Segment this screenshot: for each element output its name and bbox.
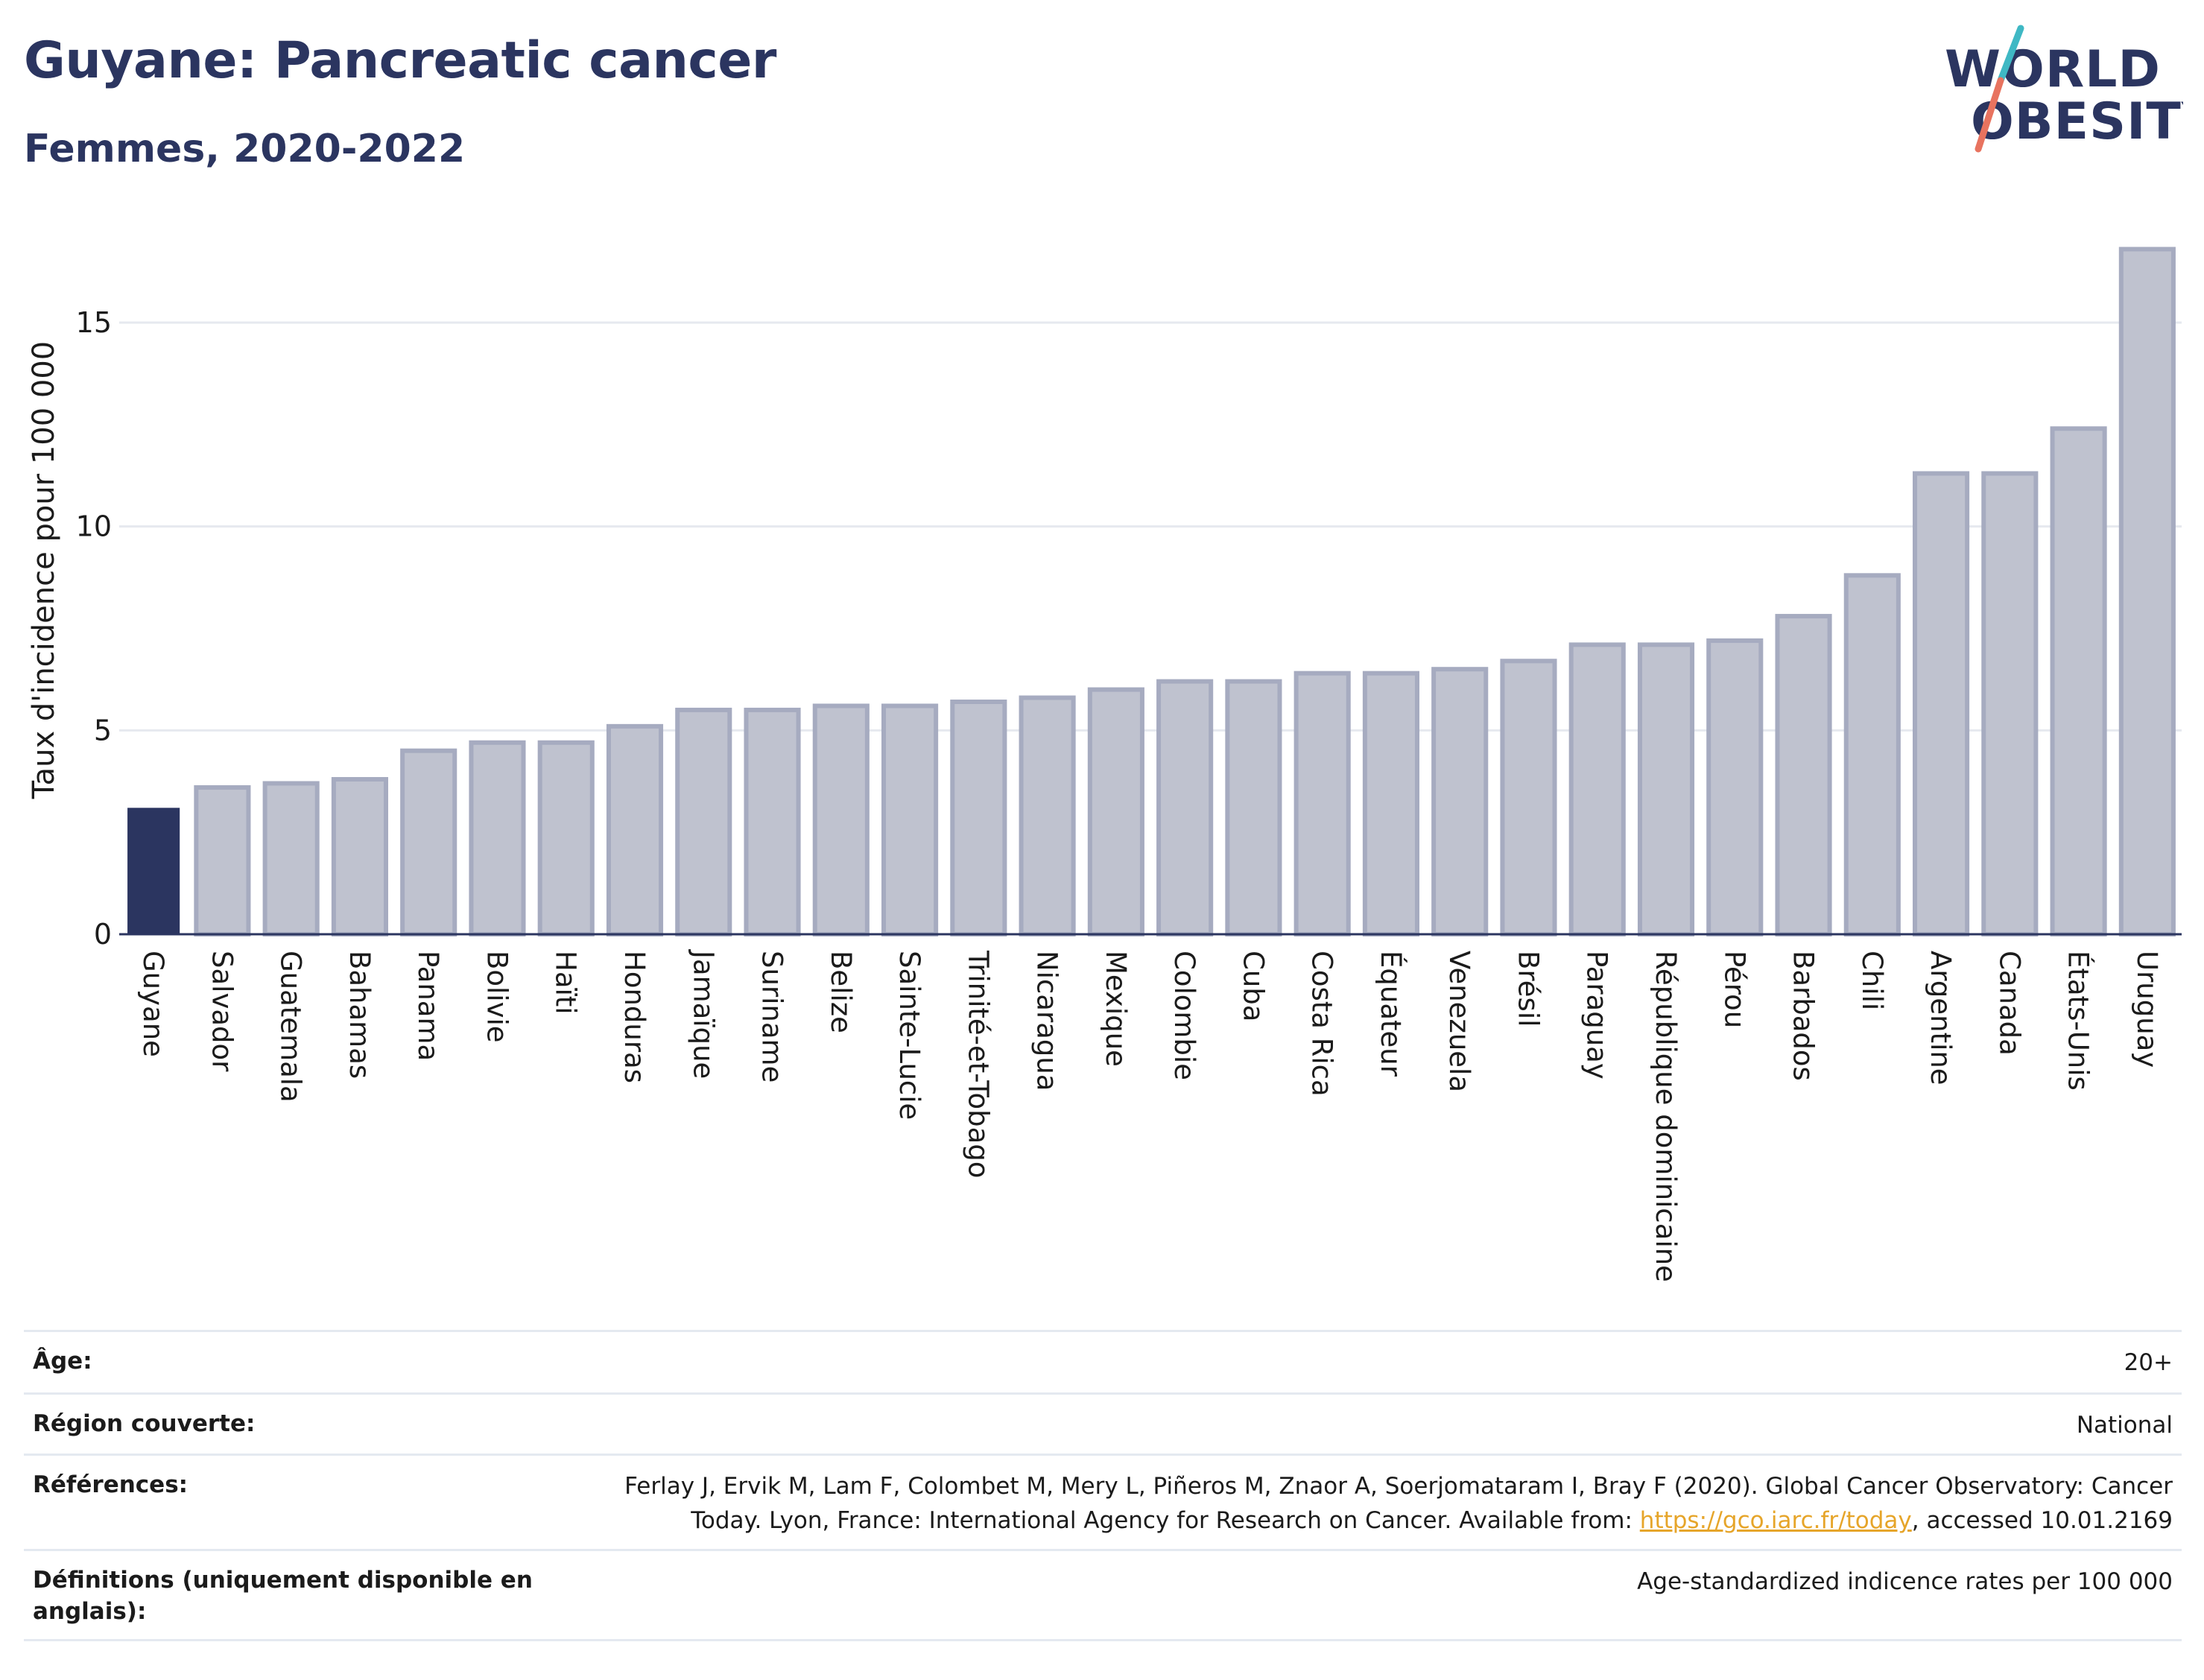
bar-nicaragua [1019,695,1076,936]
info-label-references: Références: [33,1471,189,1498]
info-table: Âge: 20+ Région couverte: National Référ… [24,1330,2182,1641]
bar-etats-unis [2050,426,2107,936]
bar-uruguay [2118,247,2176,936]
bar-paraguay [1568,642,1626,936]
info-row-references: Références: Ferlay J, Ervik M, Lam F, Co… [24,1454,2182,1549]
x-tick-label-cuba: Cuba [1237,951,1269,1021]
y-axis-label: Taux d'incidence pour 100 000 [27,341,61,799]
info-value-references: Ferlay J, Ervik M, Lam F, Colombet M, Me… [624,1469,2173,1538]
bar-suriname [744,707,801,937]
x-tick-label-bahamas: Bahamas [343,951,376,1079]
bar-guyane [127,808,180,934]
info-label-age: Âge: [33,1348,92,1375]
info-value-age: 20+ [2124,1349,2173,1376]
grid-layer [119,321,2182,732]
x-tick-label-etats-unis: États-Unis [2062,951,2095,1091]
bar-guatemala [262,781,320,937]
bar-colombie [1156,679,1214,936]
bar-argentine [1913,471,1970,936]
bar-bahamas [331,777,388,936]
bar-sainte-lucie [881,703,939,936]
bar-jamaique [675,707,732,937]
x-tick-label-bresil: Brésil [1512,951,1544,1027]
logo-slash-coral [1975,77,2004,153]
x-tick-label-costa-rica: Costa Rica [1306,951,1338,1097]
bar-trinite-et-tobago [950,700,1007,936]
bar-republique-dominicaine [1637,642,1695,936]
info-row-definitions: Définitions (uniquement disponible en an… [24,1549,2182,1641]
bar-belize [812,703,870,936]
x-tick-label-chili: Chili [1856,951,1888,1010]
y-tick-label-5: 5 [94,714,112,747]
x-tick-label-canada: Canada [1993,951,2025,1056]
x-tick-label-republique-dominicaine: République dominicaine [1650,951,1682,1282]
bar-mexique [1087,687,1144,936]
info-row-region: Région couverte: National [24,1392,2182,1454]
y-tick-layer: 0 5 10 15 [76,306,112,951]
x-tick-label-trinite-et-tobago: Trinité-et-Tobago [962,950,994,1178]
world-obesity-logo: WORLD OBESITY [1945,25,2183,153]
bar-chili [1843,573,1901,936]
x-tick-label-honduras: Honduras [618,951,650,1083]
x-tick-label-mexique: Mexique [1100,951,1132,1067]
reference-text-pre: Today. Lyon, France: International Agenc… [691,1507,1640,1534]
bar-equateur [1362,671,1419,936]
x-tick-label-haiti: Haïti [550,951,582,1015]
x-tick-label-jamaique: Jamaïque [687,949,719,1079]
x-tick-label-belize: Belize [825,951,857,1033]
info-row-age: Âge: 20+ [24,1330,2182,1392]
logo-line-1: WORLD [1945,40,2161,99]
reference-text-post: , accessed 10.01.2169 [1911,1507,2173,1534]
x-tick-label-uruguay: Uruguay [2131,951,2163,1068]
reference-line-1: Ferlay J, Ervik M, Lam F, Colombet M, Me… [624,1473,2173,1500]
y-tick-label-10: 10 [76,510,112,543]
y-tick-label-15: 15 [76,306,112,339]
bar-panama [400,748,457,936]
bar-layer [127,247,2176,937]
bar-canada [1981,471,2039,936]
x-tick-label-guatemala: Guatemala [275,951,307,1103]
x-tick-label-suriname: Suriname [756,951,788,1083]
bar-bolivie [469,740,526,936]
bar-cuba [1225,679,1282,936]
x-tick-label-equateur: Équateur [1375,951,1407,1077]
x-tick-label-argentine: Argentine [1925,951,1957,1085]
logo-slash-teal [1997,25,2024,84]
x-tick-label-colombie: Colombie [1168,951,1200,1080]
reference-link[interactable]: https://gco.iarc.fr/today [1639,1507,1912,1534]
logo-line-2: OBESITY [1971,92,2183,151]
x-tick-label-nicaragua: Nicaragua [1031,951,1063,1091]
x-tick-label-paraguay: Paraguay [1581,951,1613,1080]
bar-bresil [1500,659,1557,937]
bar-salvador [194,784,251,937]
bar-chart: Taux d'incidence pour 100 000 0 5 10 15 Guy… [27,247,2182,1282]
x-tick-label-sainte-lucie: Sainte-Lucie [893,951,925,1120]
bar-honduras [606,723,664,936]
bar-costa-rica [1293,671,1351,936]
bar-barbados [1775,614,1832,936]
x-tick-label-perou: Pérou [1718,951,1750,1028]
x-tick-label-venezuela: Venezuela [1443,951,1475,1092]
y-tick-label-0: 0 [94,918,112,951]
x-tick-label-panama: Panama [412,951,444,1061]
x-tick-label-bolivie: Bolivie [481,951,513,1043]
bar-perou [1706,638,1764,936]
info-label-definitions: Définitions (uniquement disponible en an… [33,1567,533,1625]
page-subtitle: Femmes, 2020-2022 [24,127,466,171]
bar-haiti [537,740,595,936]
info-value-region: National [2076,1412,2173,1439]
page-title: Guyane: Pancreatic cancer [24,31,776,90]
info-label-region: Région couverte: [33,1410,256,1437]
x-tick-label-barbados: Barbados [1787,951,1820,1081]
info-value-definitions: Age-standardized indicence rates per 100… [1637,1568,2173,1595]
x-tick-label-guyane: Guyane [137,951,169,1057]
x-tick-layer: Guyane Salvador Guatemala Bahamas Panama Boli… [137,949,2163,1282]
bar-venezuela [1431,667,1489,936]
reference-line-2: Today. Lyon, France: International Agenc… [624,1503,2173,1538]
x-tick-label-salvador: Salvador [206,951,238,1072]
